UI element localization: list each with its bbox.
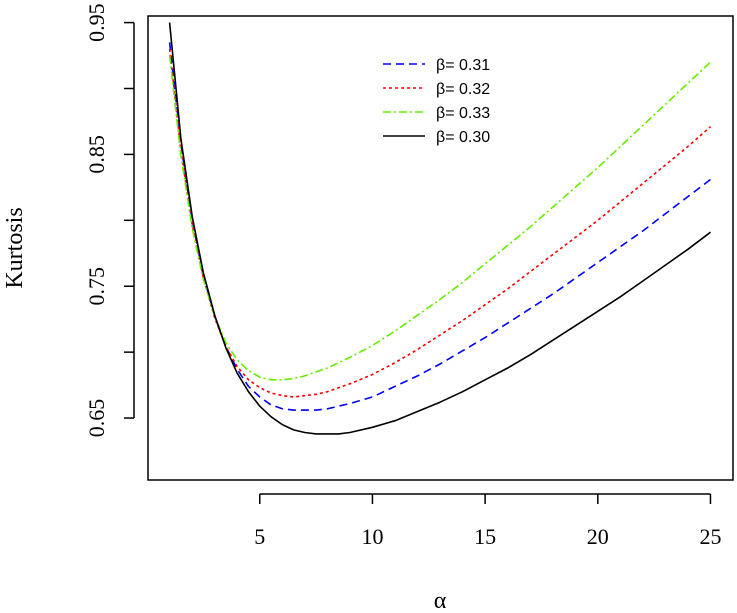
y-tick-label: 0.65 [84,399,109,438]
y-tick-label: 0.95 [84,3,109,42]
series-line-2 [168,55,712,381]
y-tick-label: 0.85 [84,135,109,174]
y-tick-label: 0.75 [84,267,109,306]
y-axis: 0.65 0.75 0.85 0.95 [84,3,135,438]
x-tick-label: 15 [474,524,496,549]
x-tick-label: 20 [587,524,609,549]
x-axis: 5 10 15 20 25 [254,493,721,549]
x-tick-label: 5 [254,524,265,549]
x-tick-label: 10 [361,524,383,549]
legend-label-0: β= 0.31 [436,57,490,74]
series-line-1 [168,48,712,398]
legend-label-1: β= 0.32 [436,81,490,98]
x-tick-label: 25 [699,524,721,549]
legend-label-2: β= 0.33 [436,105,490,122]
plot-frame [147,15,734,481]
series-line-3 [168,22,711,435]
series-layer [168,22,712,435]
legend-label-3: β= 0.30 [436,129,490,146]
legend: β= 0.31 β= 0.32 β= 0.33 β= 0.30 [383,57,490,146]
y-axis-title: Kurtosis [2,207,28,288]
x-axis-title: α [434,588,447,613]
